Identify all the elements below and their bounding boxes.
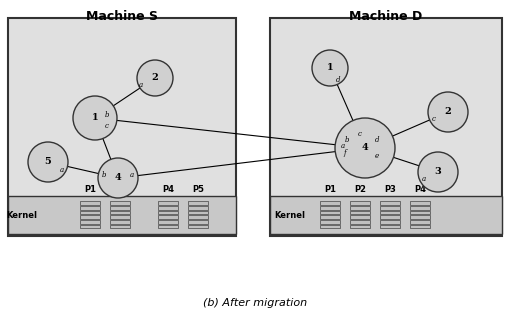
Text: 4: 4 xyxy=(361,143,367,153)
Text: P4: P4 xyxy=(162,185,174,194)
Bar xyxy=(80,215,100,219)
Bar xyxy=(349,201,369,205)
Bar xyxy=(269,18,501,236)
Text: P2: P2 xyxy=(114,185,126,194)
Bar xyxy=(110,211,130,214)
Bar xyxy=(80,201,100,205)
Text: 1: 1 xyxy=(326,63,333,73)
Text: P2: P2 xyxy=(353,185,365,194)
Ellipse shape xyxy=(28,142,68,182)
Text: a: a xyxy=(421,175,425,183)
Bar xyxy=(379,201,399,205)
Text: e: e xyxy=(374,152,378,160)
Text: Machine S: Machine S xyxy=(86,10,158,23)
Bar xyxy=(379,211,399,214)
Bar xyxy=(188,206,208,210)
Bar xyxy=(319,201,340,205)
Bar xyxy=(110,225,130,229)
Text: f: f xyxy=(343,149,346,157)
Ellipse shape xyxy=(98,158,138,198)
Bar xyxy=(110,215,130,219)
Bar xyxy=(188,215,208,219)
Text: P4: P4 xyxy=(413,185,425,194)
Bar xyxy=(319,211,340,214)
Bar xyxy=(158,201,178,205)
Bar xyxy=(379,206,399,210)
Bar xyxy=(319,225,340,229)
Bar xyxy=(409,225,429,229)
Bar xyxy=(349,206,369,210)
Text: a: a xyxy=(341,142,345,150)
Bar xyxy=(158,225,178,229)
Bar xyxy=(269,196,501,234)
Bar xyxy=(80,220,100,224)
Ellipse shape xyxy=(312,50,347,86)
Bar xyxy=(110,220,130,224)
Bar xyxy=(349,225,369,229)
Bar xyxy=(379,215,399,219)
Text: Machine D: Machine D xyxy=(349,10,422,23)
Bar xyxy=(188,211,208,214)
Bar xyxy=(409,215,429,219)
Bar xyxy=(349,220,369,224)
Bar xyxy=(158,220,178,224)
Bar xyxy=(409,211,429,214)
Text: a: a xyxy=(60,166,64,174)
Bar xyxy=(80,206,100,210)
Text: d: d xyxy=(335,76,340,84)
Bar xyxy=(8,18,236,236)
Text: a: a xyxy=(130,171,134,179)
Text: P5: P5 xyxy=(191,185,204,194)
Text: 2: 2 xyxy=(444,107,450,116)
Bar xyxy=(379,220,399,224)
Bar xyxy=(409,201,429,205)
Ellipse shape xyxy=(427,92,467,132)
Bar xyxy=(379,225,399,229)
Text: b: b xyxy=(102,171,106,179)
Text: 2: 2 xyxy=(151,73,158,83)
Ellipse shape xyxy=(73,96,117,140)
Bar xyxy=(188,201,208,205)
Bar xyxy=(110,201,130,205)
Bar xyxy=(80,211,100,214)
Bar xyxy=(349,211,369,214)
Text: b: b xyxy=(104,111,109,119)
Text: a: a xyxy=(138,81,143,89)
Text: c: c xyxy=(431,115,435,123)
Bar xyxy=(319,215,340,219)
Text: Kernel: Kernel xyxy=(274,210,305,219)
Bar xyxy=(319,206,340,210)
Text: c: c xyxy=(105,122,109,130)
Bar xyxy=(188,225,208,229)
Bar xyxy=(319,220,340,224)
Bar xyxy=(110,206,130,210)
Bar xyxy=(349,215,369,219)
Bar xyxy=(158,215,178,219)
Ellipse shape xyxy=(137,60,173,96)
Text: d: d xyxy=(374,136,379,144)
Bar xyxy=(158,206,178,210)
Bar xyxy=(80,225,100,229)
Text: (b) After migration: (b) After migration xyxy=(203,298,306,308)
Text: 4: 4 xyxy=(115,174,121,182)
Text: P1: P1 xyxy=(84,185,96,194)
Text: 3: 3 xyxy=(434,167,440,176)
Text: b: b xyxy=(344,136,349,144)
Bar xyxy=(188,220,208,224)
Text: c: c xyxy=(357,130,361,138)
Text: 5: 5 xyxy=(45,158,51,166)
Bar xyxy=(158,211,178,214)
Text: 1: 1 xyxy=(92,113,98,122)
Bar xyxy=(409,206,429,210)
Text: P3: P3 xyxy=(383,185,395,194)
Ellipse shape xyxy=(417,152,457,192)
Text: P1: P1 xyxy=(323,185,335,194)
Ellipse shape xyxy=(334,118,394,178)
Bar xyxy=(8,196,236,234)
Bar xyxy=(409,220,429,224)
Text: Kernel: Kernel xyxy=(7,210,38,219)
